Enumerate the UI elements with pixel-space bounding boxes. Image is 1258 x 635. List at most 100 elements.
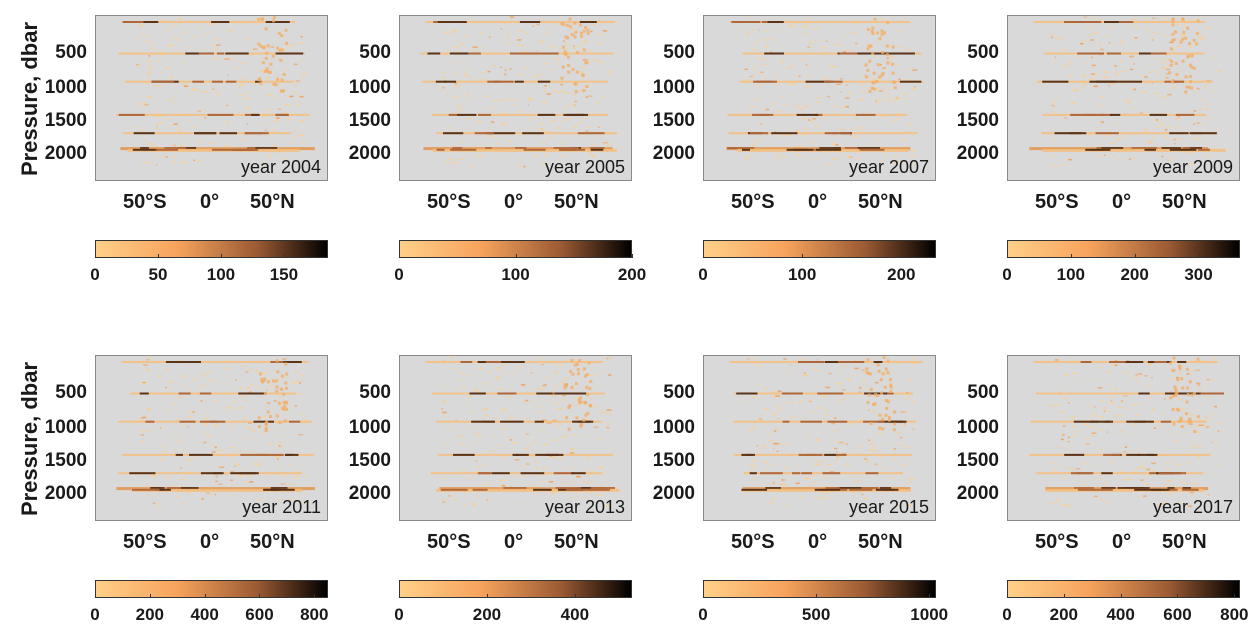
heatmap-cell (477, 466, 481, 468)
heatmap-cell (579, 31, 583, 35)
heatmap-cell (147, 74, 151, 76)
heatmap-cell (285, 386, 289, 390)
heatmap-cell (1093, 29, 1096, 31)
heatmap-cell (1071, 102, 1076, 104)
heatmap-cell (281, 358, 287, 360)
heatmap-cell (1064, 374, 1069, 376)
heatmap-cell (272, 82, 276, 86)
heatmap-cell (1092, 415, 1095, 417)
heatmap-cell (266, 389, 268, 391)
heatmap-dark-cell (806, 453, 823, 456)
heatmap-cell (260, 380, 264, 384)
heatmap-cell (779, 59, 785, 61)
heatmap-cell (563, 386, 567, 390)
heatmap-cell (854, 481, 857, 483)
heatmap-cell (506, 59, 508, 62)
heatmap-cell (753, 106, 756, 108)
heatmap-cell (518, 365, 521, 368)
heatmap-cell (565, 377, 570, 379)
heatmap-dark-cell (879, 487, 892, 490)
heatmap-cell (231, 452, 236, 455)
heatmap-plot-area: year 2011 (95, 355, 328, 521)
heatmap-dark-cell (118, 113, 145, 116)
heatmap-cell (575, 70, 579, 74)
heatmap-cell (560, 22, 564, 26)
heatmap-cell (517, 35, 519, 38)
heatmap-cell (1092, 413, 1098, 415)
heatmap-cell (562, 479, 564, 481)
heatmap-cell (1207, 493, 1210, 496)
heatmap-cell (170, 75, 173, 77)
heatmap-cell (1195, 42, 1199, 46)
heatmap-dark-cell (253, 420, 274, 423)
heatmap-cell (895, 362, 899, 364)
heatmap-cell (567, 64, 570, 68)
heatmap-cell (496, 367, 502, 369)
heatmap-cell (863, 373, 866, 376)
heatmap-cell (1169, 47, 1173, 51)
heatmap-dark-cell (289, 420, 301, 423)
heatmap-dark-cell (477, 472, 493, 475)
heatmap-cell (1072, 89, 1078, 92)
heatmap-cell (834, 417, 837, 419)
heatmap-cell (216, 92, 221, 94)
heatmap-cell (257, 17, 261, 21)
heatmap-cell (491, 121, 495, 123)
heatmap-cell (1055, 165, 1059, 167)
heatmap-cell (744, 68, 748, 70)
heatmap-cell (564, 40, 566, 43)
heatmap-cell (500, 424, 503, 426)
heatmap-dark-cell (751, 21, 759, 23)
heatmap-cell (250, 145, 253, 148)
heatmap-cell (292, 477, 295, 479)
heatmap-cell (201, 374, 206, 377)
heatmap-dark-cell (1169, 148, 1197, 151)
heatmap-cell (467, 69, 470, 71)
heatmap-cell (502, 455, 506, 458)
heatmap-cell (606, 422, 611, 425)
heatmap-cell (270, 46, 275, 48)
heatmap-dark-cell (427, 52, 441, 55)
heatmap-cell (202, 48, 204, 50)
heatmap-cell (753, 468, 756, 471)
heatmap-cell (883, 385, 887, 389)
heatmap-cell (885, 406, 889, 410)
heatmap-cell (517, 164, 522, 167)
heatmap-cell (496, 142, 499, 145)
heatmap-cell (1189, 74, 1192, 78)
heatmap-cell (459, 43, 464, 45)
heatmap-cell (771, 500, 773, 502)
heatmap-cell (1109, 460, 1115, 463)
heatmap-cell (1197, 382, 1201, 386)
heatmap-cell (1137, 447, 1140, 450)
heatmap-cell (906, 79, 910, 81)
heatmap-cell (257, 463, 260, 466)
heatmap-cell (603, 411, 608, 414)
heatmap-dark-cell (871, 392, 888, 395)
heatmap-cell (500, 28, 503, 30)
heatmap-cell (462, 386, 466, 388)
heatmap-cell (264, 426, 268, 430)
heatmap-cell (1181, 59, 1185, 63)
heatmap-cell (903, 423, 906, 425)
heatmap-cell (289, 416, 292, 418)
heatmap-cell (451, 428, 455, 431)
heatmap-cell (1117, 139, 1121, 141)
heatmap-cell (509, 418, 511, 420)
heatmap-cell (1065, 505, 1070, 507)
heatmap-cell (590, 481, 594, 483)
heatmap-cell (1112, 44, 1115, 46)
heatmap-cell (138, 103, 141, 105)
heatmap-cell (467, 426, 470, 429)
heatmap-dark-cell (1182, 488, 1199, 491)
heatmap-cell (776, 428, 780, 430)
heatmap-cell (851, 491, 856, 494)
heatmap-cell (571, 372, 575, 376)
heatmap-cell (1167, 125, 1170, 128)
heatmap-cell (248, 109, 250, 112)
colorbar-tick-label: 100 (501, 265, 530, 284)
heatmap-texture (116, 356, 315, 508)
heatmap-cell (285, 41, 289, 45)
heatmap-cell (571, 93, 574, 95)
heatmap-cell (265, 67, 269, 71)
